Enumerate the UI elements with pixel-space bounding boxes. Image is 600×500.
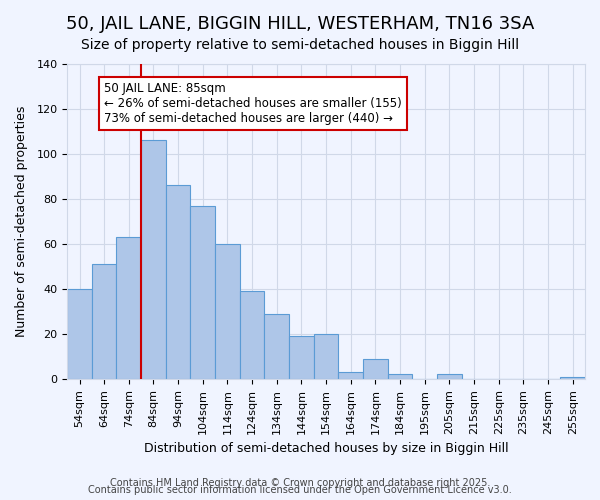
- Text: Contains HM Land Registry data © Crown copyright and database right 2025.: Contains HM Land Registry data © Crown c…: [110, 478, 490, 488]
- Bar: [437, 374, 462, 379]
- Bar: [166, 186, 190, 379]
- Y-axis label: Number of semi-detached properties: Number of semi-detached properties: [15, 106, 28, 337]
- Text: Contains public sector information licensed under the Open Government Licence v3: Contains public sector information licen…: [88, 485, 512, 495]
- Bar: [265, 314, 289, 379]
- Bar: [363, 358, 388, 379]
- Bar: [215, 244, 240, 379]
- Bar: [141, 140, 166, 379]
- Bar: [560, 376, 585, 379]
- Bar: [240, 291, 265, 379]
- Text: Size of property relative to semi-detached houses in Biggin Hill: Size of property relative to semi-detach…: [81, 38, 519, 52]
- Text: 50, JAIL LANE, BIGGIN HILL, WESTERHAM, TN16 3SA: 50, JAIL LANE, BIGGIN HILL, WESTERHAM, T…: [66, 15, 534, 33]
- X-axis label: Distribution of semi-detached houses by size in Biggin Hill: Distribution of semi-detached houses by …: [144, 442, 508, 455]
- Bar: [388, 374, 412, 379]
- Bar: [92, 264, 116, 379]
- Text: 50 JAIL LANE: 85sqm
← 26% of semi-detached houses are smaller (155)
73% of semi-: 50 JAIL LANE: 85sqm ← 26% of semi-detach…: [104, 82, 402, 125]
- Bar: [116, 237, 141, 379]
- Bar: [314, 334, 338, 379]
- Bar: [338, 372, 363, 379]
- Bar: [67, 289, 92, 379]
- Bar: [289, 336, 314, 379]
- Bar: [190, 206, 215, 379]
